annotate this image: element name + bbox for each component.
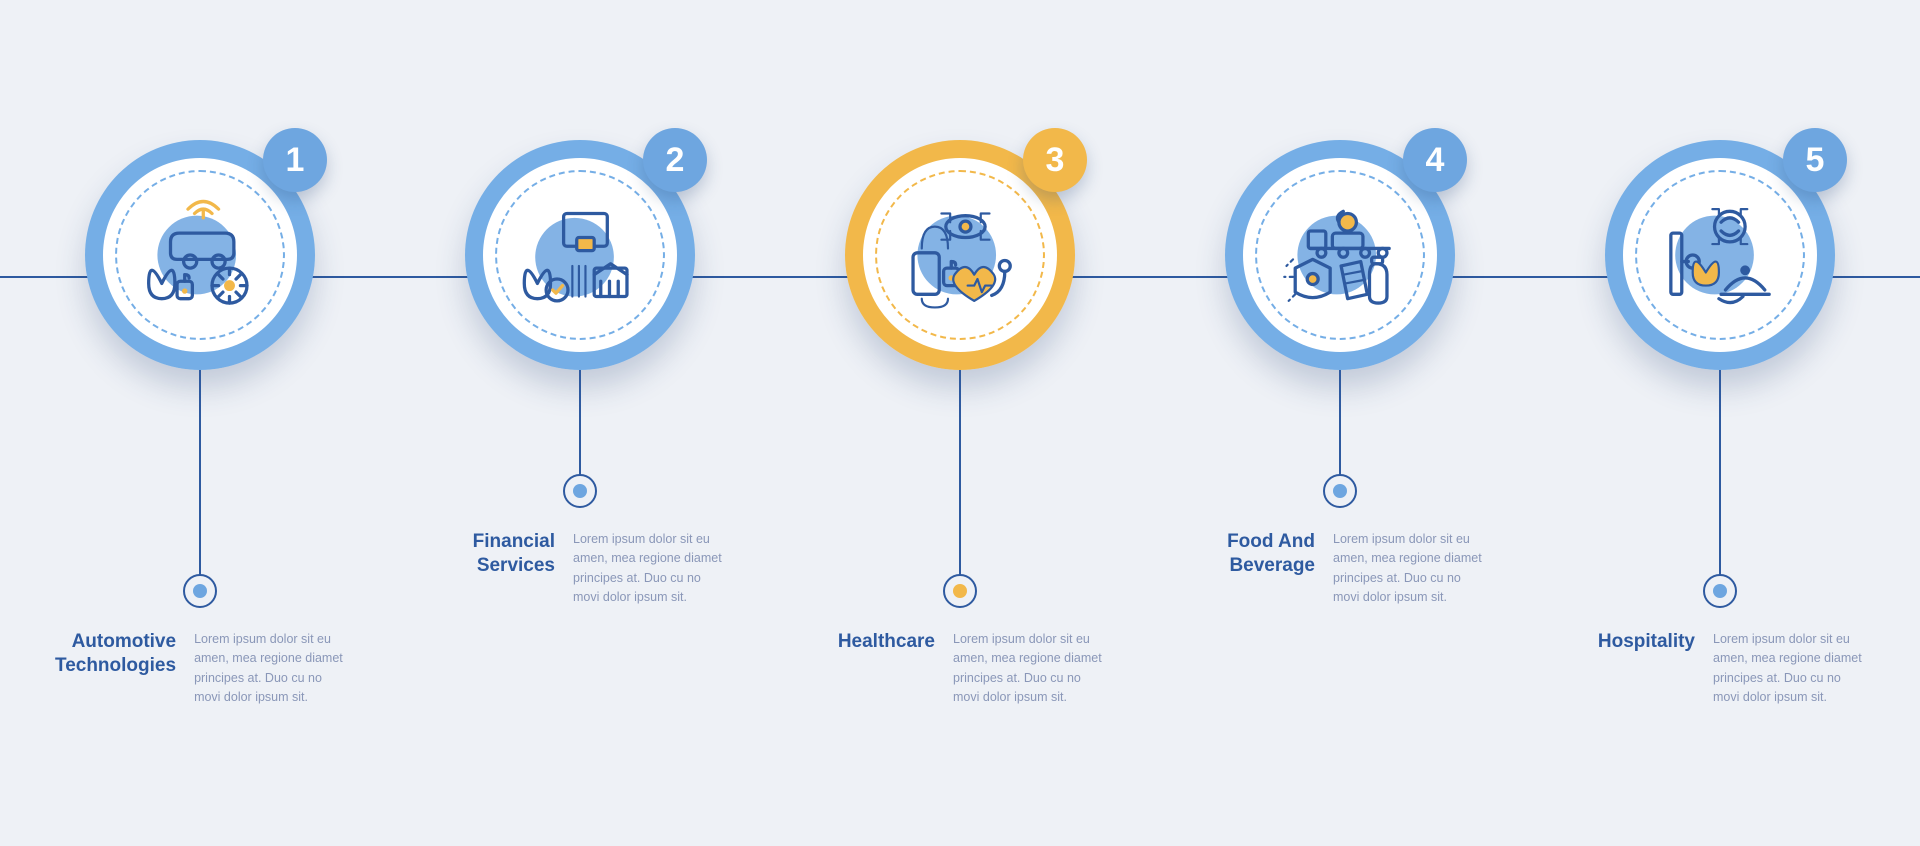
stem-dot bbox=[943, 574, 977, 608]
connector-stem bbox=[959, 370, 961, 590]
healthcare-icon bbox=[889, 184, 1031, 326]
step-description: Lorem ipsum dolor sit eu amen, mea regio… bbox=[1713, 630, 1865, 708]
step-description: Lorem ipsum dolor sit eu amen, mea regio… bbox=[194, 630, 345, 708]
text-block: Automotive Technologies Lorem ipsum dolor… bbox=[55, 630, 345, 708]
step-title: Hospitality bbox=[1575, 630, 1695, 654]
hospitality-icon bbox=[1649, 184, 1791, 326]
step-number-badge: 2 bbox=[643, 128, 707, 192]
step-number-badge: 4 bbox=[1403, 128, 1467, 192]
connector-stem bbox=[199, 370, 201, 590]
medallion: 4 bbox=[1225, 140, 1455, 370]
stem-dot-inner bbox=[1333, 484, 1347, 498]
step-number-badge: 5 bbox=[1783, 128, 1847, 192]
stem-dot-inner bbox=[1713, 584, 1727, 598]
step-description: Lorem ipsum dolor sit eu amen, mea regio… bbox=[573, 530, 725, 608]
stem-dot bbox=[183, 574, 217, 608]
financial-icon bbox=[509, 184, 651, 326]
stem-dot-inner bbox=[193, 584, 207, 598]
connector-stem bbox=[1339, 370, 1341, 490]
step-title: Healthcare bbox=[815, 630, 935, 654]
step-2: 2 Financial Services Lorem ipsum dolor sit… bbox=[435, 140, 725, 708]
step-number-badge: 1 bbox=[263, 128, 327, 192]
connector-stem bbox=[579, 370, 581, 490]
step-title: Food And Beverage bbox=[1195, 530, 1315, 578]
medallion: 1 bbox=[85, 140, 315, 370]
medallion: 5 bbox=[1605, 140, 1835, 370]
step-number-badge: 3 bbox=[1023, 128, 1087, 192]
medallion: 2 bbox=[465, 140, 695, 370]
step-4: 4 Food And Beverage Lorem ipsum dolor sit … bbox=[1195, 140, 1485, 708]
step-3: 3 Healthcare Lorem ipsum dolor sit eu amen… bbox=[815, 140, 1105, 708]
food-icon bbox=[1269, 184, 1411, 326]
stem-dot bbox=[563, 474, 597, 508]
text-block: Food And Beverage Lorem ipsum dolor sit e… bbox=[1195, 530, 1485, 608]
stem-dot bbox=[1703, 574, 1737, 608]
step-5: 5 Hospitality Lorem ipsum dolor sit eu ame… bbox=[1575, 140, 1865, 708]
step-title: Financial Services bbox=[435, 530, 555, 578]
step-description: Lorem ipsum dolor sit eu amen, mea regio… bbox=[953, 630, 1105, 708]
text-block: Hospitality Lorem ipsum dolor sit eu amen… bbox=[1575, 630, 1865, 708]
stem-dot-inner bbox=[953, 584, 967, 598]
step-1: 1 Automotive Technologies Lorem ipsum dolo… bbox=[55, 140, 345, 708]
steps-row: 1 Automotive Technologies Lorem ipsum dolo… bbox=[0, 140, 1920, 708]
stem-dot-inner bbox=[573, 484, 587, 498]
stem-dot bbox=[1323, 474, 1357, 508]
text-block: Financial Services Lorem ipsum dolor sit … bbox=[435, 530, 725, 608]
automotive-icon bbox=[129, 184, 271, 326]
text-block: Healthcare Lorem ipsum dolor sit eu amen,… bbox=[815, 630, 1105, 708]
step-title: Automotive Technologies bbox=[55, 630, 176, 678]
medallion: 3 bbox=[845, 140, 1075, 370]
step-description: Lorem ipsum dolor sit eu amen, mea regio… bbox=[1333, 530, 1485, 608]
connector-stem bbox=[1719, 370, 1721, 590]
